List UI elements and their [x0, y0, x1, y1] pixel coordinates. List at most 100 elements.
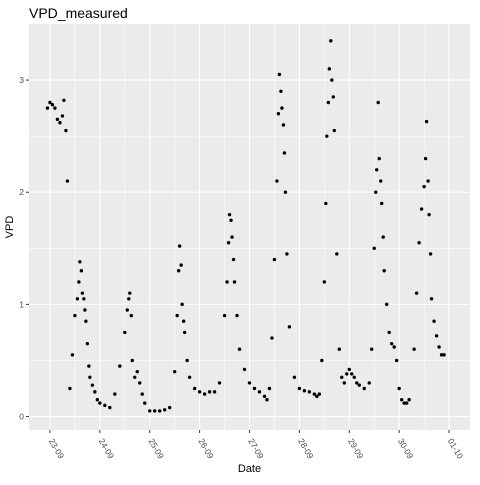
- y-tick-label: 0: [19, 412, 24, 422]
- x-tick-label: 28-09: [296, 437, 316, 461]
- data-point: [93, 390, 96, 393]
- data-point: [279, 90, 282, 93]
- data-point: [183, 331, 186, 334]
- x-tick-label: 25-09: [146, 437, 166, 461]
- data-point: [138, 381, 141, 384]
- data-point: [350, 372, 353, 375]
- data-point: [415, 291, 418, 294]
- data-point: [380, 202, 383, 205]
- data-point: [358, 383, 361, 386]
- data-point: [320, 359, 323, 362]
- data-point: [385, 303, 388, 306]
- data-point: [228, 213, 231, 216]
- data-point: [141, 392, 144, 395]
- data-point: [51, 103, 54, 106]
- data-point: [426, 179, 429, 182]
- data-point: [335, 252, 338, 255]
- data-point: [103, 404, 106, 407]
- data-point: [432, 320, 435, 323]
- data-point: [429, 252, 432, 255]
- data-point: [126, 308, 129, 311]
- data-point: [348, 368, 351, 371]
- data-point: [412, 348, 415, 351]
- data-point: [330, 78, 333, 81]
- data-point: [370, 348, 373, 351]
- data-point: [442, 353, 445, 356]
- data-point: [303, 389, 306, 392]
- data-point: [148, 409, 151, 412]
- data-point: [198, 390, 201, 393]
- data-point: [80, 269, 83, 272]
- y-tick-label: 2: [19, 187, 24, 197]
- data-point: [131, 359, 134, 362]
- data-point: [248, 381, 251, 384]
- data-point: [87, 364, 90, 367]
- data-point: [61, 114, 64, 117]
- data-point: [407, 398, 410, 401]
- x-tick-label: 29-09: [346, 437, 366, 461]
- data-point: [282, 123, 285, 126]
- data-point: [392, 345, 395, 348]
- data-point: [66, 179, 69, 182]
- x-tick-label: 30-09: [396, 437, 416, 461]
- data-point: [387, 331, 390, 334]
- data-point: [83, 308, 86, 311]
- data-point: [283, 151, 286, 154]
- data-point: [232, 258, 235, 261]
- data-point: [153, 409, 156, 412]
- data-point: [233, 280, 236, 283]
- x-tick-label: 24-09: [97, 437, 117, 461]
- data-point: [420, 207, 423, 210]
- data-point: [179, 263, 182, 266]
- data-point: [381, 235, 384, 238]
- data-point: [96, 398, 99, 401]
- data-point: [285, 252, 288, 255]
- data-point: [208, 390, 211, 393]
- data-point: [235, 314, 238, 317]
- data-point: [218, 381, 221, 384]
- data-point: [175, 314, 178, 317]
- data-point: [76, 297, 79, 300]
- data-point: [73, 314, 76, 317]
- data-point: [223, 314, 226, 317]
- data-point: [400, 398, 403, 401]
- data-point: [238, 348, 241, 351]
- data-point: [270, 336, 273, 339]
- data-point: [425, 120, 428, 123]
- data-point: [178, 244, 181, 247]
- data-point: [173, 370, 176, 373]
- data-point: [368, 381, 371, 384]
- y-tick-label: 1: [19, 299, 24, 309]
- data-point: [163, 408, 166, 411]
- data-point: [253, 387, 256, 390]
- data-point: [81, 291, 84, 294]
- data-point: [130, 314, 133, 317]
- data-point: [118, 364, 121, 367]
- y-axis-label: VPD: [4, 216, 16, 239]
- data-point: [338, 348, 341, 351]
- data-point: [353, 376, 356, 379]
- data-point: [280, 106, 283, 109]
- data-point: [328, 67, 331, 70]
- data-point: [333, 129, 336, 132]
- data-point: [225, 280, 228, 283]
- data-point: [46, 106, 49, 109]
- x-tick-label: 23-09: [47, 437, 67, 461]
- data-point: [435, 334, 438, 337]
- data-point: [133, 376, 136, 379]
- data-point: [203, 392, 206, 395]
- data-point: [213, 390, 216, 393]
- data-point: [78, 260, 81, 263]
- data-point: [263, 395, 266, 398]
- data-point: [273, 258, 276, 261]
- data-point: [373, 247, 376, 250]
- data-point: [430, 297, 433, 300]
- data-point: [182, 320, 185, 323]
- data-point: [88, 376, 91, 379]
- data-point: [268, 387, 271, 390]
- data-point: [379, 179, 382, 182]
- data-point: [288, 325, 291, 328]
- data-point: [58, 121, 61, 124]
- data-point: [378, 157, 381, 160]
- data-point: [343, 381, 346, 384]
